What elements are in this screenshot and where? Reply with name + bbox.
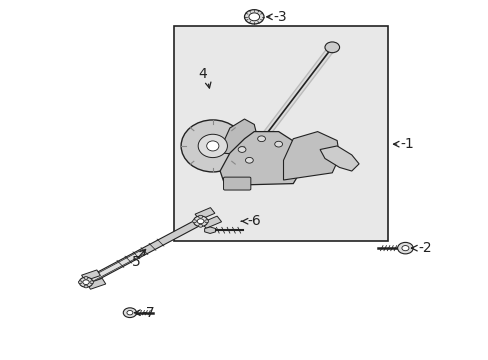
Polygon shape bbox=[83, 219, 203, 285]
Text: -1: -1 bbox=[400, 137, 413, 151]
Circle shape bbox=[401, 246, 408, 251]
Circle shape bbox=[84, 285, 88, 288]
Circle shape bbox=[248, 13, 259, 21]
Circle shape bbox=[82, 280, 89, 284]
Polygon shape bbox=[81, 270, 100, 281]
Circle shape bbox=[84, 276, 88, 279]
Circle shape bbox=[127, 310, 133, 315]
Circle shape bbox=[193, 216, 207, 226]
Ellipse shape bbox=[181, 120, 244, 172]
Circle shape bbox=[245, 157, 253, 163]
Text: -7: -7 bbox=[134, 306, 154, 320]
Circle shape bbox=[192, 220, 196, 223]
Circle shape bbox=[90, 281, 94, 284]
Circle shape bbox=[123, 308, 136, 318]
Text: -6: -6 bbox=[241, 214, 260, 228]
Circle shape bbox=[257, 136, 265, 141]
FancyBboxPatch shape bbox=[223, 177, 250, 190]
Polygon shape bbox=[202, 216, 221, 228]
Polygon shape bbox=[204, 227, 215, 234]
Circle shape bbox=[198, 215, 202, 218]
Polygon shape bbox=[87, 278, 105, 289]
Circle shape bbox=[197, 219, 203, 224]
Circle shape bbox=[274, 141, 282, 147]
Text: -2: -2 bbox=[411, 241, 431, 255]
Circle shape bbox=[198, 224, 202, 227]
Polygon shape bbox=[283, 132, 339, 180]
Polygon shape bbox=[222, 119, 259, 155]
Ellipse shape bbox=[206, 141, 219, 151]
Polygon shape bbox=[220, 132, 303, 185]
Bar bbox=[173, 26, 387, 241]
Circle shape bbox=[325, 42, 339, 53]
Circle shape bbox=[204, 220, 208, 223]
Polygon shape bbox=[84, 250, 145, 284]
Circle shape bbox=[397, 242, 412, 254]
Circle shape bbox=[244, 10, 264, 24]
Ellipse shape bbox=[198, 134, 227, 158]
Text: 4: 4 bbox=[198, 67, 206, 81]
Polygon shape bbox=[195, 208, 214, 220]
Circle shape bbox=[238, 147, 245, 152]
Circle shape bbox=[79, 277, 93, 287]
Polygon shape bbox=[320, 146, 358, 171]
Circle shape bbox=[78, 281, 82, 284]
Text: 5: 5 bbox=[132, 256, 141, 270]
Text: -3: -3 bbox=[273, 10, 287, 24]
